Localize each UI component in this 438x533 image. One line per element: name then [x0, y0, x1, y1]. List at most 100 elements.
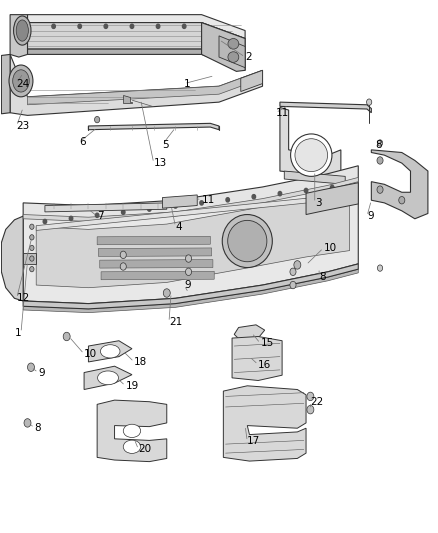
Circle shape — [130, 24, 134, 28]
Circle shape — [120, 251, 126, 259]
Polygon shape — [10, 54, 262, 115]
Text: 20: 20 — [138, 445, 152, 455]
Circle shape — [185, 255, 191, 262]
Circle shape — [121, 210, 125, 214]
Circle shape — [185, 268, 191, 276]
Ellipse shape — [123, 424, 141, 438]
Polygon shape — [241, 70, 262, 92]
Polygon shape — [23, 177, 358, 221]
Text: 5: 5 — [162, 140, 169, 150]
Text: 23: 23 — [17, 121, 30, 131]
Circle shape — [69, 216, 73, 221]
Polygon shape — [223, 386, 306, 461]
Polygon shape — [23, 253, 36, 264]
Text: 1: 1 — [14, 328, 21, 338]
Ellipse shape — [228, 52, 239, 62]
Ellipse shape — [14, 16, 31, 45]
Circle shape — [307, 406, 314, 414]
Ellipse shape — [295, 139, 328, 172]
Ellipse shape — [222, 215, 272, 268]
Circle shape — [120, 263, 126, 270]
Text: 3: 3 — [315, 198, 321, 208]
Text: 10: 10 — [84, 349, 97, 359]
Polygon shape — [234, 325, 265, 341]
Text: 8: 8 — [34, 423, 41, 433]
Polygon shape — [219, 36, 245, 68]
Circle shape — [43, 220, 47, 224]
Ellipse shape — [13, 70, 29, 92]
Polygon shape — [201, 22, 245, 71]
Text: 11: 11 — [276, 108, 289, 118]
Polygon shape — [123, 95, 132, 103]
Text: 24: 24 — [17, 78, 30, 88]
Circle shape — [24, 419, 31, 427]
Polygon shape — [23, 166, 358, 219]
Ellipse shape — [98, 371, 118, 385]
Ellipse shape — [290, 134, 332, 176]
Polygon shape — [100, 260, 213, 268]
Circle shape — [378, 140, 383, 146]
Polygon shape — [97, 236, 210, 245]
Circle shape — [52, 24, 55, 28]
Text: 9: 9 — [39, 368, 45, 377]
Text: 7: 7 — [97, 211, 104, 221]
Circle shape — [174, 204, 177, 208]
Polygon shape — [284, 171, 345, 184]
Ellipse shape — [16, 20, 28, 41]
Circle shape — [377, 186, 383, 193]
Circle shape — [378, 265, 383, 271]
Circle shape — [367, 99, 372, 106]
Polygon shape — [306, 183, 358, 215]
Text: 19: 19 — [125, 381, 139, 391]
Polygon shape — [280, 102, 371, 113]
Text: 11: 11 — [201, 195, 215, 205]
Polygon shape — [280, 108, 341, 176]
Circle shape — [399, 197, 405, 204]
Polygon shape — [101, 271, 214, 280]
Circle shape — [104, 24, 108, 28]
Circle shape — [307, 392, 314, 401]
Circle shape — [252, 195, 255, 199]
Circle shape — [290, 268, 296, 276]
Circle shape — [294, 261, 301, 269]
Ellipse shape — [123, 440, 141, 454]
Circle shape — [28, 363, 35, 372]
Text: 22: 22 — [311, 397, 324, 407]
Circle shape — [278, 191, 282, 196]
Circle shape — [290, 281, 296, 289]
Polygon shape — [45, 203, 167, 212]
Text: 8: 8 — [376, 140, 382, 150]
Polygon shape — [28, 14, 245, 38]
Polygon shape — [232, 336, 282, 381]
Circle shape — [78, 24, 81, 28]
Ellipse shape — [9, 65, 33, 97]
Circle shape — [30, 224, 34, 229]
Polygon shape — [23, 264, 358, 309]
Polygon shape — [28, 70, 262, 105]
Circle shape — [30, 245, 34, 251]
Text: 2: 2 — [245, 52, 252, 62]
Ellipse shape — [228, 38, 239, 49]
Text: 17: 17 — [247, 437, 261, 447]
Polygon shape — [162, 195, 197, 208]
Text: 13: 13 — [154, 158, 167, 168]
Circle shape — [226, 198, 230, 202]
Circle shape — [63, 332, 70, 341]
Text: 15: 15 — [260, 338, 274, 349]
Circle shape — [95, 116, 100, 123]
Polygon shape — [88, 341, 132, 362]
Polygon shape — [84, 366, 132, 390]
Text: 18: 18 — [134, 357, 147, 367]
Text: 9: 9 — [184, 280, 191, 290]
Ellipse shape — [228, 220, 267, 262]
Polygon shape — [28, 22, 245, 65]
Polygon shape — [1, 216, 23, 301]
Polygon shape — [23, 269, 358, 313]
Text: 4: 4 — [176, 222, 182, 232]
Circle shape — [148, 207, 151, 211]
Polygon shape — [88, 123, 219, 130]
Circle shape — [156, 24, 160, 28]
Polygon shape — [1, 54, 10, 114]
Text: 10: 10 — [323, 243, 336, 253]
Circle shape — [30, 256, 34, 261]
